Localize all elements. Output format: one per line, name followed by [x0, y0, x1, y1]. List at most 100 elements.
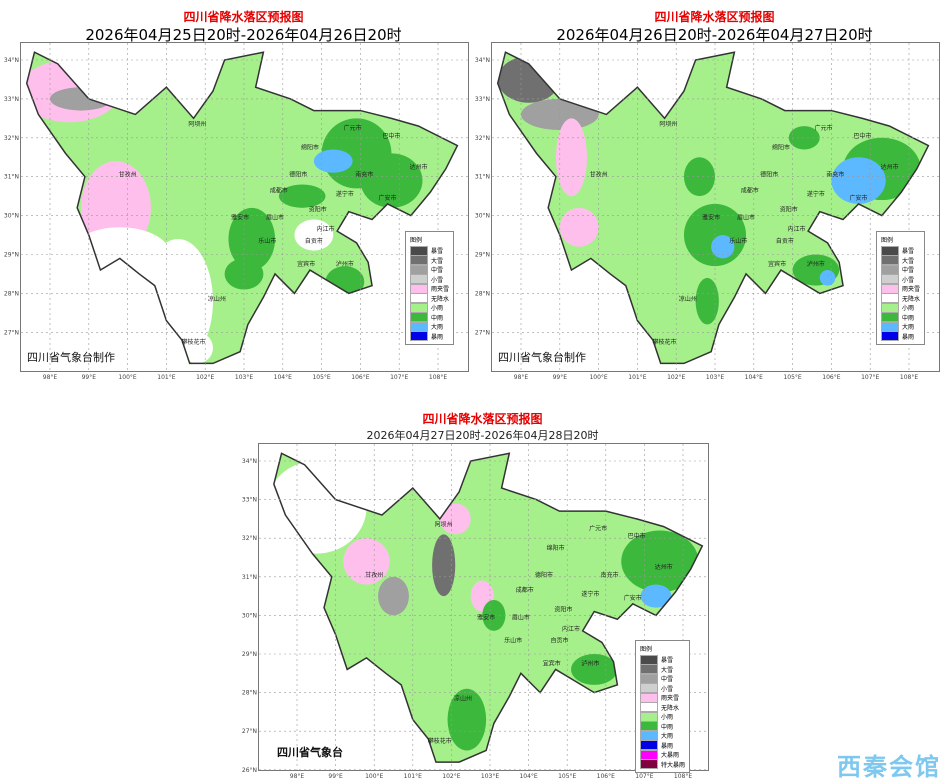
legend-label: 大雨 — [431, 324, 444, 332]
city-label: 达州市 — [655, 563, 673, 571]
legend-title: 图例 — [410, 237, 423, 244]
city-label: 南充市 — [355, 171, 373, 179]
city-label: 资阳市 — [309, 206, 327, 214]
legend-item: 中雪 — [881, 264, 920, 275]
lon-tick-label: 101°E — [404, 773, 422, 780]
legend-swatch — [410, 312, 428, 323]
lon-tick-label: 101°E — [628, 374, 646, 381]
legend-label: 中雪 — [431, 267, 444, 275]
precip-area-大雨 — [313, 149, 353, 173]
city-label: 攀枝花市 — [428, 737, 452, 745]
lat-tick-label: 31°N — [242, 574, 257, 581]
lat-tick-label: 27°N — [242, 728, 257, 735]
legend-swatch — [410, 321, 428, 332]
legend-swatch — [410, 264, 428, 275]
legend-swatch — [410, 255, 428, 266]
legend-swatch — [881, 274, 899, 285]
city-label: 凉山州 — [454, 694, 472, 702]
city-label: 凉山州 — [208, 295, 226, 303]
legend-swatch — [640, 721, 658, 732]
lon-tick-label: 103°E — [481, 773, 499, 780]
lon-tick-label: 98°E — [290, 773, 305, 780]
legend-swatch — [640, 702, 658, 713]
lat-tick-label: 30°N — [242, 612, 257, 619]
legend-item: 大暴雨 — [640, 749, 685, 760]
lon-tick-label: 103°E — [235, 374, 253, 381]
lon-tick-label: 105°E — [783, 374, 801, 381]
legend-label: 中雪 — [661, 676, 674, 684]
lon-tick-label: 102°E — [442, 773, 460, 780]
legend-label: 小雨 — [902, 305, 915, 313]
city-label: 成都市 — [516, 586, 534, 594]
precipitation-map: 34°N 33°N 32°N 31°N 30°N 29°N 28°N 27°N 98°E 99°E… — [4, 43, 468, 381]
legend-label: 中雨 — [661, 723, 674, 731]
legend-label: 无降水 — [661, 704, 680, 712]
precip-area-无降水 — [294, 219, 334, 251]
map-subtitle: 2026年04月27日20时-2026年04月28日20时 — [366, 429, 599, 442]
legend-label: 雨夹雪 — [902, 286, 921, 294]
legend: 图例 暴雪 大雪 中雪 小雪 雨夹雪 无降水 小雨 中雨 大雨 暴雨 大暴雨 特大暴雨 — [635, 640, 691, 773]
lon-tick-label: 99°E — [328, 773, 343, 780]
city-label: 德阳市 — [760, 171, 778, 179]
lat-tick-label: 28°N — [4, 290, 19, 297]
legend-item: 大雪 — [410, 255, 449, 266]
city-label: 乐山市 — [258, 237, 276, 245]
city-label: 阿坝州 — [659, 120, 677, 128]
legend-label: 小雪 — [902, 276, 915, 284]
city-label: 巴中市 — [853, 132, 871, 140]
legend-swatch — [640, 692, 658, 703]
credit-text: 四川省气象台 — [277, 746, 343, 759]
legend-item: 雨夹雪 — [410, 283, 449, 294]
precip-area-大雨 — [711, 235, 735, 259]
legend-item: 中雪 — [410, 264, 449, 275]
lon-tick-label: 107°E — [390, 374, 408, 381]
precip-area-中雪 — [378, 576, 409, 616]
legend-swatch — [410, 245, 428, 256]
city-label: 攀枝花市 — [182, 338, 206, 346]
legend-label: 暴雪 — [902, 248, 915, 256]
lon-tick-label: 104°E — [745, 374, 763, 381]
precip-area-雨夹雪 — [343, 538, 390, 585]
city-label: 眉山市 — [512, 613, 530, 621]
legend-swatch — [640, 740, 658, 751]
city-label: 乐山市 — [504, 636, 522, 644]
legend-item: 中雪 — [640, 673, 685, 684]
map-title: 四川省降水落区预报图 — [654, 10, 775, 24]
precip-area-中雨 — [325, 266, 365, 298]
city-label: 雅安市 — [477, 613, 495, 621]
lat-tick-label: 29°N — [242, 651, 257, 658]
legend-item: 无降水 — [881, 293, 920, 304]
lon-tick-label: 105°E — [312, 374, 330, 381]
legend-item: 小雪 — [881, 274, 920, 285]
lat-tick-label: 32°N — [475, 135, 490, 142]
lat-tick-label: 31°N — [475, 174, 490, 181]
city-label: 资阳市 — [554, 606, 572, 614]
lon-tick-label: 107°E — [861, 374, 879, 381]
city-label: 泸州市 — [807, 260, 825, 268]
lon-tick-label: 108°E — [900, 374, 918, 381]
city-label: 遂宁市 — [807, 190, 825, 198]
city-label: 广安市 — [379, 194, 397, 202]
city-label: 广元市 — [344, 124, 362, 132]
legend-swatch — [410, 283, 428, 294]
lat-tick-label: 34°N — [475, 57, 490, 64]
lon-tick-label: 106°E — [351, 374, 369, 381]
city-label: 达州市 — [410, 163, 428, 171]
lon-tick-label: 106°E — [822, 374, 840, 381]
lon-tick-label: 106°E — [597, 773, 615, 780]
lon-tick-label: 98°E — [514, 374, 529, 381]
legend-item: 特大暴雨 — [640, 759, 685, 770]
legend-swatch — [640, 664, 658, 675]
legend: 图例 暴雪 大雪 中雪 小雪 雨夹雪 无降水 小雨 中雨 大雨 暴雨 — [405, 231, 455, 345]
precip-area-中雨 — [482, 599, 506, 631]
province-border — [273, 452, 704, 763]
lon-tick-label: 104°E — [519, 773, 537, 780]
legend-item: 小雨 — [881, 302, 920, 313]
lon-tick-label: 105°E — [558, 773, 576, 780]
precip-area-无降水 — [181, 332, 213, 364]
legend: 图例 暴雪 大雪 中雪 小雪 雨夹雪 无降水 小雨 中雨 大雨 暴雨 — [876, 231, 926, 345]
city-label: 成都市 — [270, 186, 288, 194]
lat-tick-label: 28°N — [475, 290, 490, 297]
lon-tick-label: 108°E — [429, 374, 447, 381]
precip-area-中雨 — [695, 277, 719, 325]
